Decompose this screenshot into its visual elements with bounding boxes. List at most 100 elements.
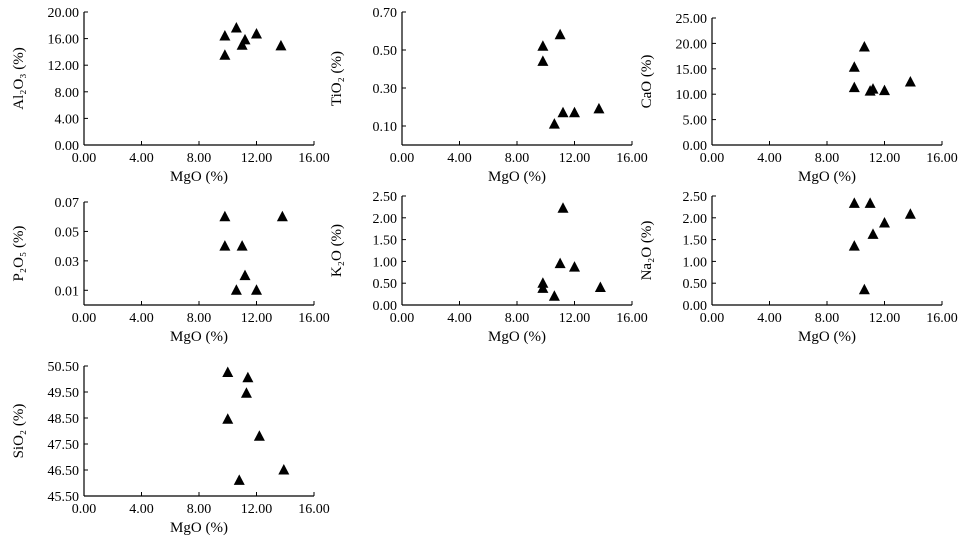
data-point-triangle (594, 281, 606, 293)
x-axis-label: MgO (%) (170, 520, 228, 536)
chart-panel-4: 0.00 4.00 8.00 12.00 16.00 0.01 0.03 0.05 0.07 Mg… (11, 196, 330, 345)
x-tick-label: 0.00 (72, 311, 97, 326)
data-point-triangle (236, 240, 248, 251)
data-point-triangle (219, 29, 231, 41)
y-axis-label: K₂O (%) (329, 224, 345, 277)
data-point-triangle (537, 55, 549, 66)
x-tick-label: 4.00 (129, 311, 154, 326)
x-axis-label: MgO (%) (170, 169, 228, 185)
data-point-triangle (242, 371, 254, 383)
data-point-triangle (904, 208, 916, 219)
chart-panel-2: 0.00 4.00 8.00 12.00 16.00 0.10 0.30 0.50 0.70 Mg… (329, 6, 648, 185)
y-tick-label: 45.50 (48, 490, 80, 505)
x-tick-label: 16.00 (298, 502, 330, 517)
chart-panel-3: 0.00 4.00 8.00 12.00 16.00 0.00 5.00 10.00 15.00… (639, 12, 958, 185)
x-axis-label: MgO (%) (488, 329, 546, 345)
y-tick-label: 0.01 (55, 284, 80, 299)
data-point-triangle (879, 84, 890, 96)
data-point-triangle (239, 33, 251, 45)
x-axis-label: MgO (%) (170, 329, 228, 345)
x-tick-label: 0.00 (390, 151, 415, 166)
data-point-triangle (557, 202, 569, 213)
y-tick-label: 5.00 (683, 114, 708, 129)
y-tick-label: 8.00 (55, 86, 80, 101)
x-tick-label: 0.00 (700, 151, 725, 166)
data-point-triangle (867, 83, 879, 94)
data-point-triangle (219, 49, 231, 60)
data-point-triangle (275, 39, 287, 51)
y-tick-label: 0.00 (683, 139, 708, 154)
x-tick-label: 8.00 (187, 502, 212, 517)
data-point-triangle (230, 284, 242, 295)
y-tick-label: 0.50 (373, 277, 398, 292)
y-tick-label: 0.05 (55, 225, 80, 240)
y-tick-label: 0.00 (683, 299, 708, 314)
data-point-triangle (276, 210, 288, 222)
y-tick-label: 50.50 (48, 360, 80, 375)
x-tick-label: 12.00 (559, 151, 591, 166)
data-point-triangle (253, 430, 265, 441)
x-tick-label: 12.00 (869, 151, 901, 166)
x-tick-label: 16.00 (298, 151, 330, 166)
y-tick-label: 10.00 (676, 88, 708, 103)
y-tick-label: 25.00 (676, 12, 708, 27)
y-axis-label: P₂O₅ (%) (11, 226, 27, 282)
data-point-triangle (879, 217, 890, 228)
y-tick-label: 2.00 (683, 212, 708, 227)
x-tick-label: 4.00 (757, 151, 782, 166)
y-tick-label: 4.00 (55, 112, 80, 127)
y-tick-label: 0.50 (373, 44, 398, 59)
y-tick-label: 46.50 (48, 464, 80, 479)
data-point-triangle (864, 197, 876, 208)
data-point-triangle (593, 102, 605, 114)
data-point-triangle (904, 76, 916, 87)
y-tick-label: 20.00 (676, 37, 708, 52)
y-axis-label: CaO (%) (639, 55, 655, 109)
y-tick-label: 1.00 (683, 255, 708, 270)
data-point-triangle (554, 28, 566, 40)
x-tick-label: 16.00 (926, 151, 958, 166)
x-tick-label: 12.00 (241, 151, 273, 166)
x-axis-label: MgO (%) (488, 169, 546, 185)
y-tick-label: 49.50 (48, 386, 80, 401)
data-point-triangle (251, 284, 262, 295)
data-point-triangle (251, 27, 262, 39)
x-tick-label: 0.00 (72, 502, 97, 517)
x-tick-label: 4.00 (757, 311, 782, 326)
x-axis-label: MgO (%) (798, 329, 856, 345)
data-point-triangle (548, 290, 560, 301)
x-tick-label: 4.00 (129, 502, 154, 517)
x-tick-label: 12.00 (559, 311, 591, 326)
x-tick-label: 16.00 (926, 311, 958, 326)
x-tick-label: 16.00 (298, 311, 330, 326)
x-tick-label: 8.00 (505, 311, 530, 326)
x-tick-label: 8.00 (815, 311, 840, 326)
data-point-triangle (222, 413, 234, 424)
data-point-triangle (848, 81, 860, 93)
y-tick-label: 16.00 (48, 33, 80, 48)
y-axis-label: Al₂O₃ (%) (11, 47, 27, 110)
x-tick-label: 0.00 (700, 311, 725, 326)
data-point-triangle (858, 40, 870, 52)
y-tick-label: 15.00 (676, 63, 708, 78)
data-point-triangle (848, 61, 860, 72)
y-tick-label: 0.00 (55, 139, 80, 154)
x-tick-label: 4.00 (447, 151, 472, 166)
x-tick-label: 12.00 (241, 502, 273, 517)
y-tick-label: 0.30 (373, 82, 398, 97)
y-tick-label: 12.00 (48, 59, 80, 74)
data-point-triangle (239, 269, 251, 281)
data-point-triangle (233, 474, 245, 485)
y-tick-label: 20.00 (48, 6, 80, 21)
y-tick-label: 2.50 (373, 190, 398, 205)
data-point-triangle (236, 39, 248, 50)
data-point-triangle (219, 210, 231, 222)
x-tick-label: 8.00 (187, 151, 212, 166)
data-point-triangle (219, 240, 231, 251)
y-axis-label: TiO₂ (%) (329, 51, 345, 106)
y-tick-label: 47.50 (48, 438, 80, 453)
data-point-triangle (537, 40, 549, 51)
data-point-triangle (554, 257, 566, 269)
data-point-triangle (848, 197, 860, 208)
